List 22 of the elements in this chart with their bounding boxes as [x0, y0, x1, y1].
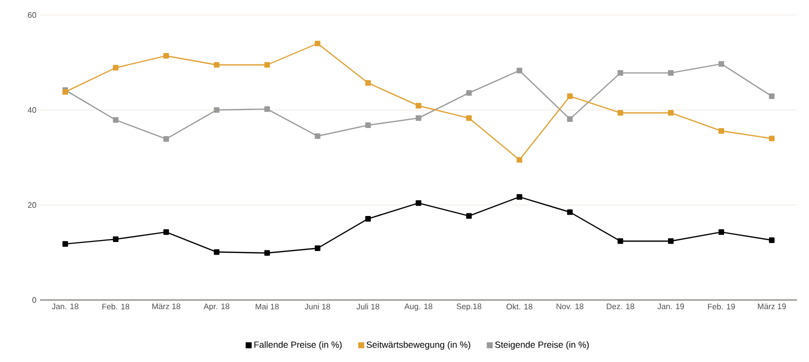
x-tick-label: Apr. 18: [204, 304, 230, 311]
x-tick-label: Feb. 18: [102, 304, 130, 310]
x-tick-label: Nov. 18: [556, 304, 584, 310]
x-tick-label: Aug. 18: [404, 304, 432, 311]
x-tick-label: März 19: [758, 304, 786, 310]
x-tick-label: Mai 18: [256, 304, 279, 310]
y-tick-label: 0: [32, 297, 36, 303]
legend-label: Seitwärtsbewegung (in %): [366, 341, 470, 350]
legend-label: Fallende Preise (in %): [254, 341, 342, 350]
y-tick-label: 40: [28, 107, 36, 113]
y-tick-label: 20: [28, 202, 36, 208]
x-tick-label: Juli 18: [356, 304, 380, 310]
x-tick-label: Okt. 18: [506, 304, 532, 310]
legend-label: Steigende Preise (in %): [495, 341, 589, 350]
x-tick-label: Feb. 19: [708, 304, 735, 310]
x-tick-label: Sep.18: [456, 304, 482, 311]
x-tick-label: Jan. 18: [52, 304, 78, 310]
x-tick-label: März 18: [152, 304, 180, 310]
x-tick-label: Dez. 18: [606, 304, 634, 310]
x-tick-label: Juni 18: [304, 304, 330, 310]
x-tick-label: Jan. 19: [657, 304, 684, 310]
y-tick-label: 60: [28, 12, 36, 18]
